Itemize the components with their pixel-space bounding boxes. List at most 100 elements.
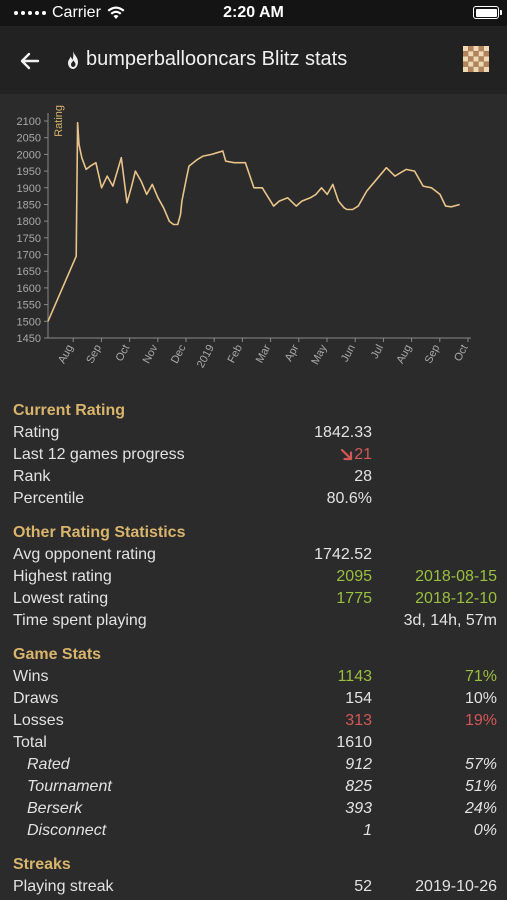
stat-percent: 71% [464,668,497,685]
y-tick-label: 1750 [17,233,41,245]
rating-chart-svg: 2100 2050 2000 1950 1900 1850 1800 1750 1700 1650… [17,105,471,370]
stat-value: 80.6% [326,490,372,507]
section-title-current-rating: Current Rating [13,402,125,419]
stat-label: Disconnect [27,822,107,839]
status-bar: Carrier 2:20 AM [0,0,507,26]
stat-value: 52 [354,878,372,895]
section-title-streaks: Streaks [13,856,71,873]
stat-row-playing-streak: Playing streak 52 2019-10-26 [13,876,497,898]
x-tick-label: Mar [254,342,274,365]
chessboard-icon[interactable] [463,46,489,72]
stat-value-progress: 21 [341,444,372,466]
stat-label: Losses [13,712,64,729]
stat-value: 28 [354,468,372,485]
x-tick-label: Oct [452,343,471,364]
stat-row-losses: Losses 313 19% [13,710,497,732]
y-tick-label: 1550 [17,300,41,312]
stat-value: 1775 [336,590,372,607]
y-tick-label: 1650 [17,266,41,278]
stat-row-last-12-progress: Last 12 games progress 21 [13,444,497,466]
stat-row-rating: Rating 1842.33 [13,422,497,444]
stat-row-wins: Wins 1143 71% [13,666,497,688]
stat-row-avg-opponent: Avg opponent rating 1742.52 [13,544,497,566]
stat-date: 2018-12-10 [415,590,497,607]
stat-date: 2018-08-15 [415,568,497,585]
stat-row-time-spent: Time spent playing 3d, 14h, 57m [13,610,497,632]
stat-row-rank: Rank 28 [13,466,497,488]
stat-label: Draws [13,690,59,707]
stat-label: Rating [13,424,60,441]
x-tick-label: Jul [369,343,386,361]
arrow-left-icon[interactable] [14,45,46,77]
stat-row-highest-rating: Highest rating 2095 2018-08-15 [13,566,497,588]
stat-percent: 19% [464,712,497,729]
x-tick-label: Dec [169,342,189,365]
y-tick-label: 2000 [17,149,41,161]
stat-label: Last 12 games progress [13,446,185,463]
x-tick-label: Feb [226,343,246,365]
y-tick-label: 2100 [17,116,41,128]
stat-label: Avg opponent rating [13,546,156,563]
stat-count: 825 [345,778,372,795]
progress-value: 21 [354,446,372,463]
stat-label: Rated [27,756,70,773]
x-tick-label: Jun [339,343,358,364]
app-bar: bumperballooncars Blitz stats [0,26,507,94]
x-tick-label: Nov [141,342,161,365]
x-tick-label: Sep [423,343,443,366]
stat-label: Rank [13,468,51,485]
stat-value: 1842.33 [314,424,372,441]
stat-label: Time spent playing [13,612,147,629]
stat-count: 1 [363,822,372,839]
x-tick-label: Oct [114,343,133,364]
stat-count: 154 [345,690,372,707]
stat-percent: 10% [464,690,497,707]
stat-label: Highest rating [13,568,112,585]
stat-count: 313 [345,712,372,729]
stats-panel: Current Rating Rating 1842.33 Last 12 ga… [13,400,497,898]
x-tick-label: 2019 [195,343,217,370]
y-tick-label: 1800 [17,216,41,228]
arrow-down-right-icon [341,448,353,460]
stat-label: Percentile [13,490,85,507]
battery-icon [473,6,502,19]
rating-line [47,121,460,322]
wifi-icon [107,6,125,19]
flame-icon [68,50,78,69]
x-tick-label: Sep [84,343,104,366]
stat-label: Lowest rating [13,590,109,607]
x-tick-label: Aug [56,343,76,366]
stat-count: 393 [345,800,372,817]
page-title: bumperballooncars Blitz stats [64,48,347,71]
y-tick-label: 1850 [17,199,41,211]
rating-chart: 2100 2050 2000 1950 1900 1850 1800 1750 1700 1650… [0,94,507,384]
section-title-game-stats: Game Stats [13,646,102,663]
section-title-other-rating-statistics: Other Rating Statistics [13,524,186,541]
x-tick-label: Apr [283,342,302,363]
clock: 2:20 AM [223,4,284,21]
stat-count: 1143 [337,668,372,685]
y-axis-label: Rating [53,105,65,137]
y-tick-label: 1900 [17,183,41,195]
stat-row-total: Total 1610 [13,732,497,754]
stat-percent: 0% [473,822,497,839]
stat-row-tournament: Tournament 825 51% [13,776,497,798]
x-tick-label: May [309,342,330,366]
y-tick-label: 2050 [17,133,41,145]
stat-percent: 57% [464,756,497,773]
stat-row-rated: Rated 912 57% [13,754,497,776]
stat-row-lowest-rating: Lowest rating 1775 2018-12-10 [13,588,497,610]
y-tick-label: 1950 [17,166,41,178]
y-tick-label: 1700 [17,250,41,262]
stat-count: 912 [345,756,372,773]
y-tick-label: 1500 [17,316,41,328]
x-tick-label: Aug [394,343,414,366]
y-tick-label: 1450 [17,333,41,345]
stat-row-berserk: Berserk 393 24% [13,798,497,820]
stat-percent: 24% [464,800,497,817]
stat-label: Tournament [27,778,112,795]
stat-percent: 51% [464,778,497,795]
stat-value: 1742.52 [314,546,372,563]
stat-value: 2095 [336,568,372,585]
stat-row-disconnect: Disconnect 1 0% [13,820,497,842]
